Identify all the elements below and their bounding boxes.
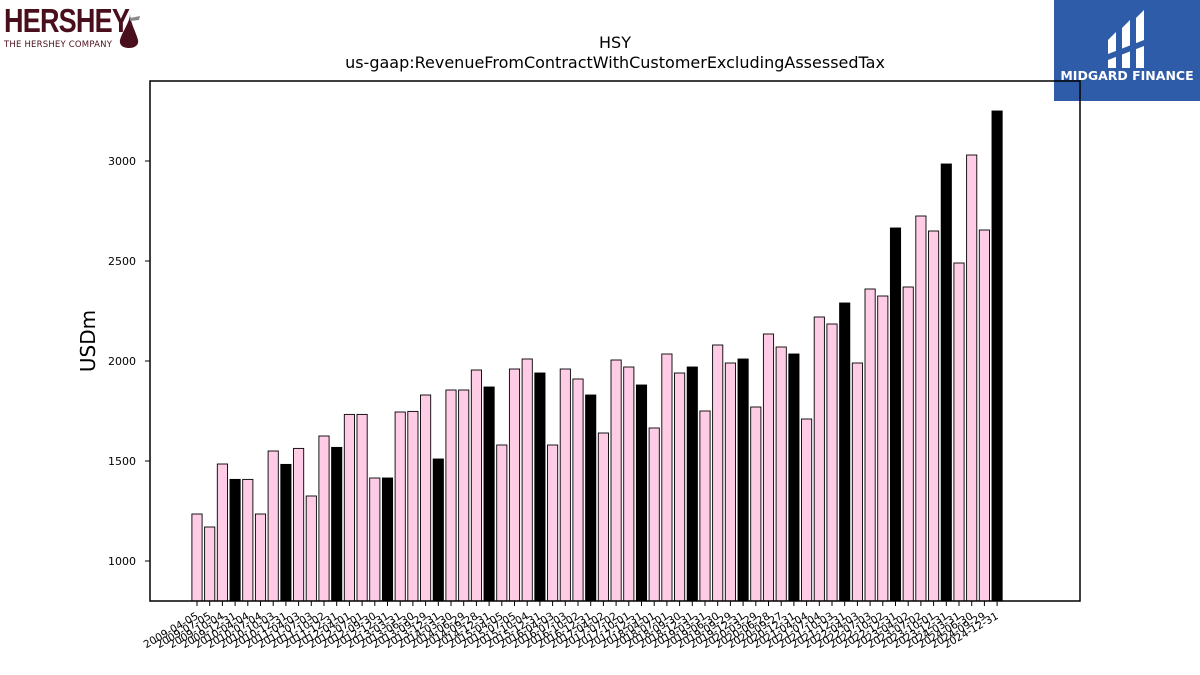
bar-2010-10-03 <box>267 450 279 602</box>
bar-2024-12-31 <box>991 110 1003 602</box>
bar-2019-03-31 <box>699 410 711 602</box>
bar-2021-04-04 <box>801 418 813 602</box>
hershey-kiss-icon <box>119 14 140 48</box>
bar-2009-10-04 <box>216 463 228 602</box>
bar-2020-06-28 <box>762 333 775 602</box>
bar-2013-06-30 <box>407 410 419 602</box>
bar-2024-09-29 <box>978 229 990 602</box>
y-tick-label: 1000 <box>108 555 136 568</box>
bar-2018-09-30 <box>674 372 686 602</box>
y-tick-label: 3000 <box>108 155 136 168</box>
bar-2012-12-31 <box>381 477 394 602</box>
bar-2012-04-01 <box>343 413 355 602</box>
bar-2017-12-31 <box>635 384 648 602</box>
bar-2011-10-02 <box>318 435 330 602</box>
bar-2012-07-01 <box>356 413 368 602</box>
bar-2016-07-03 <box>559 368 571 602</box>
bar-2013-12-31 <box>432 458 444 602</box>
hershey-logo: HERSHEY THE HERSHEY COMPANY <box>4 4 144 56</box>
bar-2015-04-05 <box>496 444 508 602</box>
bar-2009-12-31 <box>229 478 241 602</box>
bar-2019-12-31 <box>737 358 749 602</box>
bar-2020-09-27 <box>775 346 787 602</box>
bar-2019-06-30 <box>712 344 724 602</box>
bar-2014-12-31 <box>483 386 495 602</box>
bar-2021-12-31 <box>839 302 851 602</box>
bar-2016-10-02 <box>572 378 584 602</box>
bar-2014-06-29 <box>458 389 470 602</box>
bar-2023-04-02 <box>902 286 914 602</box>
hershey-logo-wordmark: HERSHEY <box>4 2 130 39</box>
bar-2012-09-30 <box>369 477 381 602</box>
bar-2018-07-01 <box>661 353 673 602</box>
bar-2024-03-31 <box>953 262 965 602</box>
bar-2016-12-31 <box>585 394 597 602</box>
y-axis: 1000 1500 2000 2500 3000 <box>108 155 150 568</box>
y-tick-label: 2500 <box>108 255 136 268</box>
bar-2015-07-05 <box>508 368 521 602</box>
bar-2014-03-30 <box>445 389 457 602</box>
bar-2017-10-01 <box>623 366 635 602</box>
bar-2009-07-05 <box>204 526 216 602</box>
bar-2010-07-04 <box>254 513 267 602</box>
midgard-finance-logo: MIDGARD FINANCE <box>1054 0 1200 101</box>
bar-2013-03-31 <box>394 411 406 602</box>
bar-2023-07-02 <box>915 215 927 602</box>
bar-2013-09-29 <box>420 394 432 602</box>
bar-2009-04-05 <box>191 513 203 602</box>
bar-2010-12-31 <box>280 463 292 602</box>
bar-2024-06-30 <box>966 154 978 602</box>
hershey-logo-tagline: THE HERSHEY COMPANY <box>4 40 113 50</box>
bar-2020-12-31 <box>788 353 800 602</box>
bar-2016-04-03 <box>547 444 559 602</box>
bar-2021-10-03 <box>826 323 838 602</box>
midgard-mark-icon <box>1108 10 1144 68</box>
bar-2011-07-03 <box>305 495 317 602</box>
bar-2022-12-31 <box>889 227 902 602</box>
bar-2022-07-03 <box>864 288 876 602</box>
y-tick-label: 1500 <box>108 455 136 468</box>
bar-2020-03-29 <box>750 406 762 602</box>
bar-2023-12-31 <box>940 163 952 602</box>
bars-group <box>191 110 1003 602</box>
bar-2018-04-01 <box>648 427 660 602</box>
midgard-finance-wordmark: MIDGARD FINANCE <box>1060 68 1194 83</box>
bar-2014-09-28 <box>470 369 482 602</box>
bar-2015-12-31 <box>534 372 546 602</box>
y-tick-label: 2000 <box>108 355 136 368</box>
y-axis-label: USDm <box>76 310 100 372</box>
bar-2018-12-31 <box>686 366 698 602</box>
bar-2011-04-03 <box>293 447 305 602</box>
chart-title: HSY <box>599 33 631 52</box>
bar-2023-10-01 <box>928 230 940 602</box>
bar-2019-09-29 <box>724 362 736 602</box>
bar-2015-10-04 <box>521 358 533 602</box>
bar-2022-04-03 <box>851 362 863 602</box>
bar-2011-12-31 <box>331 446 343 602</box>
bar-2022-10-02 <box>877 295 889 602</box>
bar-2021-07-04 <box>813 316 825 602</box>
x-axis: 2009-04-052009-07-052009-10-042009-12-31… <box>142 601 1001 651</box>
bar-2017-04-02 <box>597 432 609 602</box>
chart-subtitle: us-gaap:RevenueFromContractWithCustomerE… <box>345 53 885 72</box>
plot-frame <box>149 80 1081 602</box>
bar-2010-04-04 <box>242 478 254 602</box>
bar-2017-07-02 <box>610 359 622 602</box>
